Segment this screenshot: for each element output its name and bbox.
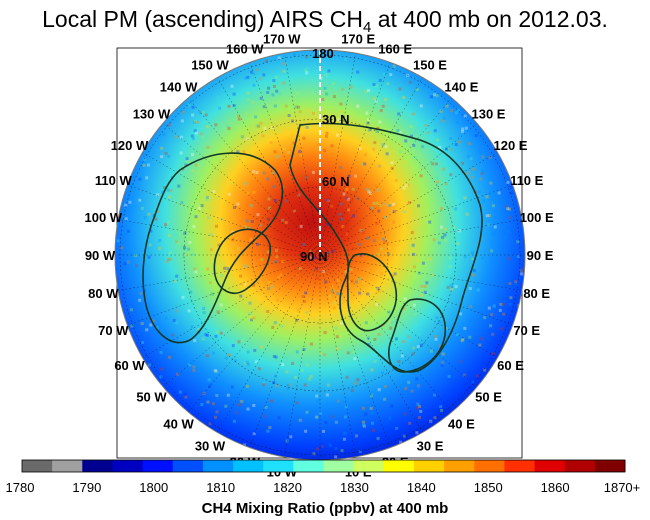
colorbar-segment xyxy=(293,460,324,472)
lon-label-e-160: 160 E xyxy=(378,41,412,56)
lon-label-e-80: 80 E xyxy=(523,286,550,301)
title-subscript: 4 xyxy=(362,19,372,36)
colorbar-tick-label: 1820 xyxy=(273,480,303,495)
colorbar-segment xyxy=(594,460,626,472)
colorbar-segment xyxy=(112,460,144,472)
colorbar-tick-label: 1850 xyxy=(473,480,503,495)
lon-label-e-130: 130 E xyxy=(472,107,506,122)
lon-label-w-90: 90 W xyxy=(85,248,116,263)
lon-label-e-90: 90 E xyxy=(527,248,554,263)
colorbar-segment xyxy=(263,460,294,472)
colorbar-segment xyxy=(172,460,204,472)
colorbar-tick-label: 1800 xyxy=(139,480,169,495)
colorbar-segment xyxy=(444,460,475,472)
lat-label-30n: 30 N xyxy=(322,112,349,127)
coastlines xyxy=(142,122,483,373)
lon-label-e-40: 40 E xyxy=(448,417,475,432)
lon-label-w-40: 40 W xyxy=(163,417,194,432)
lon-label-e-60: 60 E xyxy=(497,358,524,373)
lon-label-e-150: 150 E xyxy=(413,58,447,73)
title-suffix: at 400 mb on 2012.03. xyxy=(371,6,608,32)
lon-label-w-80: 80 W xyxy=(88,286,119,301)
colorbar-tick-label: 1810 xyxy=(206,480,236,495)
colorbar-bar xyxy=(22,460,626,472)
colorbar-segment xyxy=(383,460,415,472)
lon-label-w-140: 140 W xyxy=(160,80,198,95)
colorbar-segment xyxy=(22,460,53,472)
colorbar-segment xyxy=(564,460,596,472)
title-prefix: Local PM (ascending) AIRS CH xyxy=(42,6,363,32)
ch4-field-texture xyxy=(116,53,525,459)
colorbar-segment xyxy=(142,460,174,472)
colorbar-tick-label: 1780 xyxy=(5,480,35,495)
colorbar-segment xyxy=(323,460,355,472)
colorbar-segment xyxy=(82,460,113,472)
map-title: Local PM (ascending) AIRS CH4 at 400 mb … xyxy=(0,4,650,36)
colorbar-title: CH4 Mixing Ratio (ppbv) at 400 mb xyxy=(201,500,449,517)
colorbar-segment xyxy=(233,460,264,472)
colorbar-tick-label: 1830 xyxy=(339,480,369,495)
colorbar-segment xyxy=(504,460,536,472)
lon-label-e-30: 30 E xyxy=(417,439,444,454)
lon-label-w-30: 30 W xyxy=(195,439,226,454)
lon-label-w-70: 70 W xyxy=(98,323,129,338)
colorbar-tick-label: 1860 xyxy=(540,480,570,495)
lon-label-w-110: 110 W xyxy=(95,173,133,188)
lon-label-w-50: 50 W xyxy=(136,389,167,404)
colorbar-frame xyxy=(21,459,626,473)
colorbar-segment xyxy=(202,460,234,472)
lon-label-e-140: 140 E xyxy=(444,80,478,95)
colorbar-segment xyxy=(353,460,385,472)
lon-label-w-160: 160 W xyxy=(226,41,264,56)
lon-label-e-70: 70 E xyxy=(513,323,540,338)
lon-label-w-120: 120 W xyxy=(111,138,149,153)
lon-label-w-130: 130 W xyxy=(133,107,171,122)
colorbar-tick-label: 1870+ xyxy=(603,480,641,495)
lon-label-w-60: 60 W xyxy=(114,358,145,373)
dateline-label: 180 xyxy=(312,46,334,61)
lon-label-e-100: 100 E xyxy=(520,210,554,225)
colorbar-tick-label: 1840 xyxy=(406,480,436,495)
lon-label-e-110: 110 E xyxy=(510,173,544,188)
colorbar-tick-label: 1790 xyxy=(72,480,102,495)
lon-label-e-120: 120 E xyxy=(494,138,528,153)
colorbar-segment xyxy=(534,460,566,472)
lat-label-60n: 60 N xyxy=(322,174,349,189)
lon-label-w-150: 150 W xyxy=(191,58,229,73)
lon-label-w-170: 170 W xyxy=(263,31,301,46)
colorbar-segment xyxy=(474,460,505,472)
colorbar-segment xyxy=(413,460,445,472)
lon-label-w-100: 100 W xyxy=(85,210,123,225)
lon-label-e-50: 50 E xyxy=(475,389,502,404)
lon-label-e-170: 170 E xyxy=(341,31,375,46)
lat-label-90n: 90 N xyxy=(300,249,327,264)
colorbar-segment xyxy=(52,460,83,472)
